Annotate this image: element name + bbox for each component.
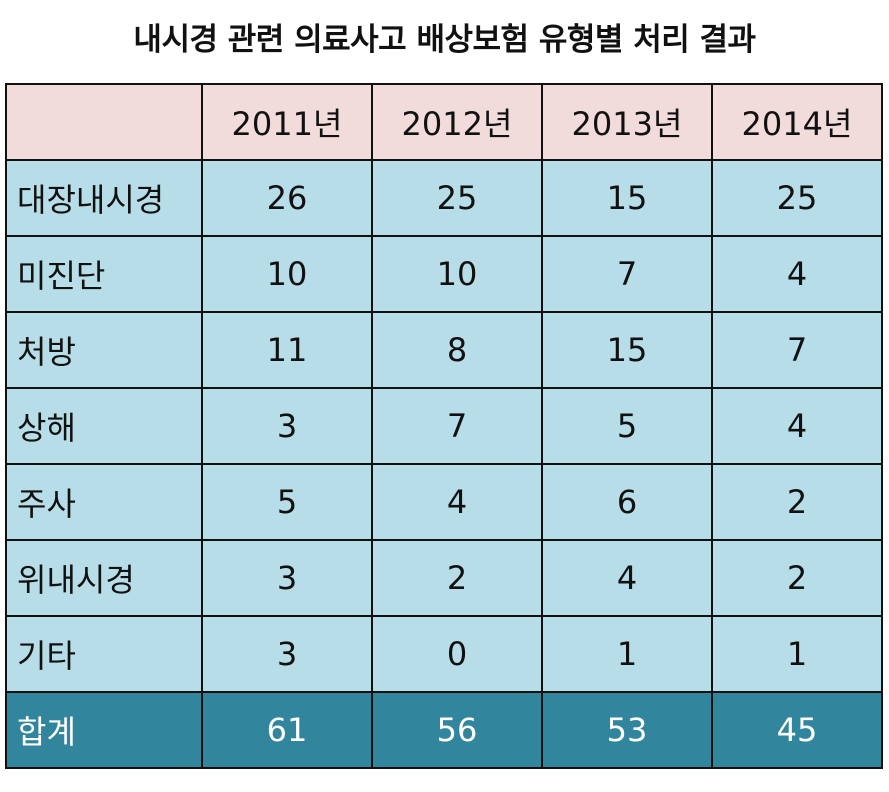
total-cell: 45 [711,691,883,769]
table-cell: 3 [201,387,373,465]
table-cell: 2 [711,539,883,617]
table-cell: 25 [371,159,543,237]
table-cell: 3 [201,539,373,617]
table-row: 주사 5 4 6 2 [5,463,883,541]
page-title: 내시경 관련 의료사고 배상보험 유형별 처리 결과 [133,22,756,58]
table-cell: 3 [201,615,373,693]
table-row: 처방 11 8 15 7 [5,311,883,389]
table-cell: 1 [711,615,883,693]
column-header: 2013년 [541,83,713,161]
table-cell: 10 [201,235,373,313]
table-cell: 7 [541,235,713,313]
table-cell: 1 [541,615,713,693]
corner-cell [5,83,203,161]
results-table: 2011년 2012년 2013년 2014년 대장내시경 26 25 15 2… [5,83,883,769]
table-cell: 4 [371,463,543,541]
row-label: 위내시경 [5,539,203,617]
table-cell: 4 [711,235,883,313]
column-header: 2012년 [371,83,543,161]
total-cell: 61 [201,691,373,769]
table-cell: 8 [371,311,543,389]
table-cell: 15 [541,159,713,237]
row-label: 대장내시경 [5,159,203,237]
table-row: 미진단 10 10 7 4 [5,235,883,313]
total-cell: 53 [541,691,713,769]
row-label: 상해 [5,387,203,465]
table-row: 상해 3 7 5 4 [5,387,883,465]
header-row: 2011년 2012년 2013년 2014년 [5,83,883,161]
table-cell: 10 [371,235,543,313]
table-cell: 26 [201,159,373,237]
column-header: 2014년 [711,83,883,161]
table-cell: 11 [201,311,373,389]
table-cell: 4 [711,387,883,465]
table-cell: 7 [711,311,883,389]
table-cell: 5 [201,463,373,541]
total-cell: 56 [371,691,543,769]
row-label: 기타 [5,615,203,693]
row-label: 주사 [5,463,203,541]
table-row: 위내시경 3 2 4 2 [5,539,883,617]
table-row: 대장내시경 26 25 15 25 [5,159,883,237]
table-cell: 15 [541,311,713,389]
table-cell: 2 [711,463,883,541]
column-header: 2011년 [201,83,373,161]
table-cell: 0 [371,615,543,693]
table-cell: 4 [541,539,713,617]
table-cell: 2 [371,539,543,617]
table-cell: 6 [541,463,713,541]
total-label: 합계 [5,691,203,769]
table-cell: 7 [371,387,543,465]
row-label: 처방 [5,311,203,389]
table-cell: 5 [541,387,713,465]
table-row: 기타 3 0 1 1 [5,615,883,693]
row-label: 미진단 [5,235,203,313]
total-row: 합계 61 56 53 45 [5,691,883,769]
table-cell: 25 [711,159,883,237]
